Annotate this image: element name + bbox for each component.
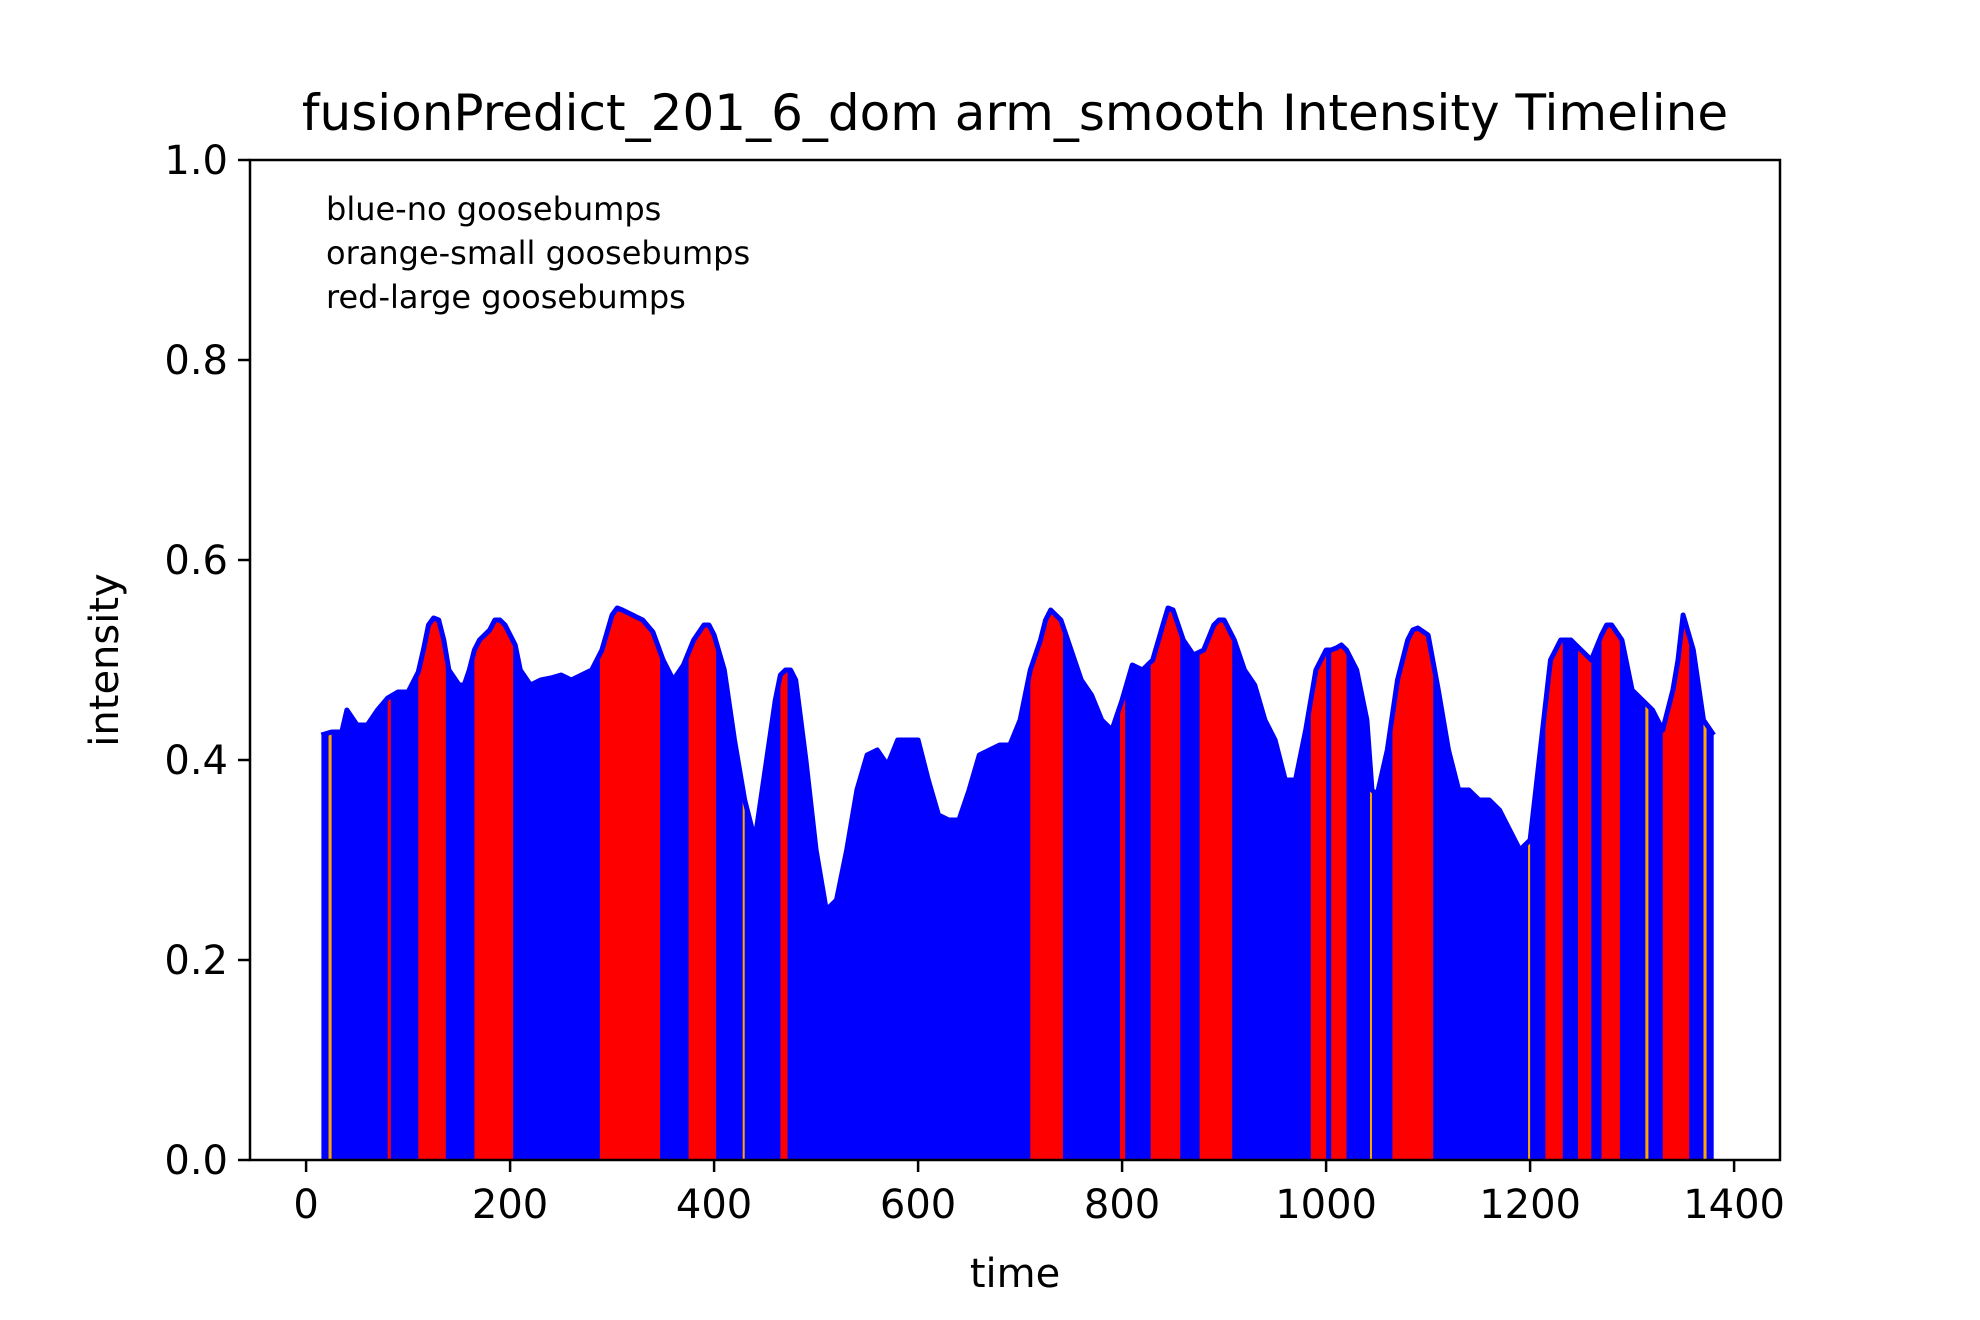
- y-axis-ticks: 0.0 0.2 0.4 0.6 0.8 1.0: [164, 138, 250, 1184]
- plot-frame: [248, 158, 1782, 1162]
- legend-note-line-orange: orange-small goosebumps: [326, 234, 750, 272]
- goosebump-bands: [328, 608, 1707, 1160]
- large-goosebumps-band-8: [1030, 610, 1063, 1160]
- large-goosebumps-band-4: [599, 608, 661, 1160]
- large-goosebumps-band-12: [1310, 650, 1327, 1160]
- y-tick-label: 0.0: [164, 1138, 228, 1184]
- large-goosebumps-band-10: [1150, 608, 1181, 1160]
- legend-note-line-blue: blue-no goosebumps: [326, 190, 661, 228]
- large-goosebumps-band-1: [387, 696, 391, 1160]
- large-goosebumps-band-5: [688, 625, 717, 1160]
- large-goosebumps-band-7: [780, 670, 788, 1160]
- large-goosebumps-band-21: [1662, 615, 1690, 1160]
- x-tick-label: 600: [880, 1182, 956, 1228]
- small-goosebumps-band-20: [1645, 703, 1649, 1160]
- x-tick-label: 800: [1084, 1182, 1160, 1228]
- legend-note-line-red: red-large goosebumps: [326, 278, 686, 316]
- small-goosebumps-band-16: [1528, 840, 1531, 1160]
- large-goosebumps-band-15: [1392, 628, 1434, 1160]
- y-tick-label: 0.6: [164, 538, 228, 584]
- x-tick-label: 200: [472, 1182, 548, 1228]
- large-goosebumps-band-18: [1578, 647, 1592, 1160]
- y-tick-label: 0.4: [164, 738, 228, 784]
- large-goosebumps-band-13: [1331, 645, 1347, 1160]
- x-tick-label: 400: [676, 1182, 752, 1228]
- x-tick-label: 1400: [1683, 1182, 1785, 1228]
- legend-note: blue-no goosebumps orange-small goosebum…: [326, 190, 750, 316]
- plot-area: [320, 605, 1716, 1160]
- y-tick-label: 1.0: [164, 138, 228, 184]
- small-goosebumps-band-6: [742, 788, 745, 1160]
- large-goosebumps-band-9: [1120, 689, 1126, 1160]
- x-tick-label: 1000: [1275, 1182, 1377, 1228]
- large-goosebumps-band-11: [1199, 620, 1233, 1160]
- large-goosebumps-band-2: [418, 618, 446, 1160]
- x-tick-label: 0: [293, 1182, 318, 1228]
- small-goosebumps-band-14: [1369, 762, 1372, 1160]
- y-tick-label: 0.8: [164, 338, 228, 384]
- x-axis-ticks: 0 200 400 600 800 1000 1200 1400: [293, 1160, 1785, 1228]
- no-goosebumps-area: [321, 608, 1714, 1160]
- y-axis-label: intensity: [82, 573, 128, 746]
- y-tick-label: 0.2: [164, 938, 228, 984]
- x-tick-label: 1200: [1479, 1182, 1581, 1228]
- intensity-outline: [320, 605, 1716, 913]
- small-goosebumps-band-0: [328, 732, 332, 1160]
- chart-title: fusionPredict_201_6_dom arm_smooth Inten…: [302, 84, 1728, 142]
- large-goosebumps-band-3: [474, 620, 514, 1160]
- x-axis-label: time: [970, 1251, 1060, 1297]
- large-goosebumps-band-17: [1545, 640, 1563, 1160]
- small-goosebumps-band-22: [1703, 720, 1707, 1160]
- large-goosebumps-band-19: [1601, 625, 1620, 1160]
